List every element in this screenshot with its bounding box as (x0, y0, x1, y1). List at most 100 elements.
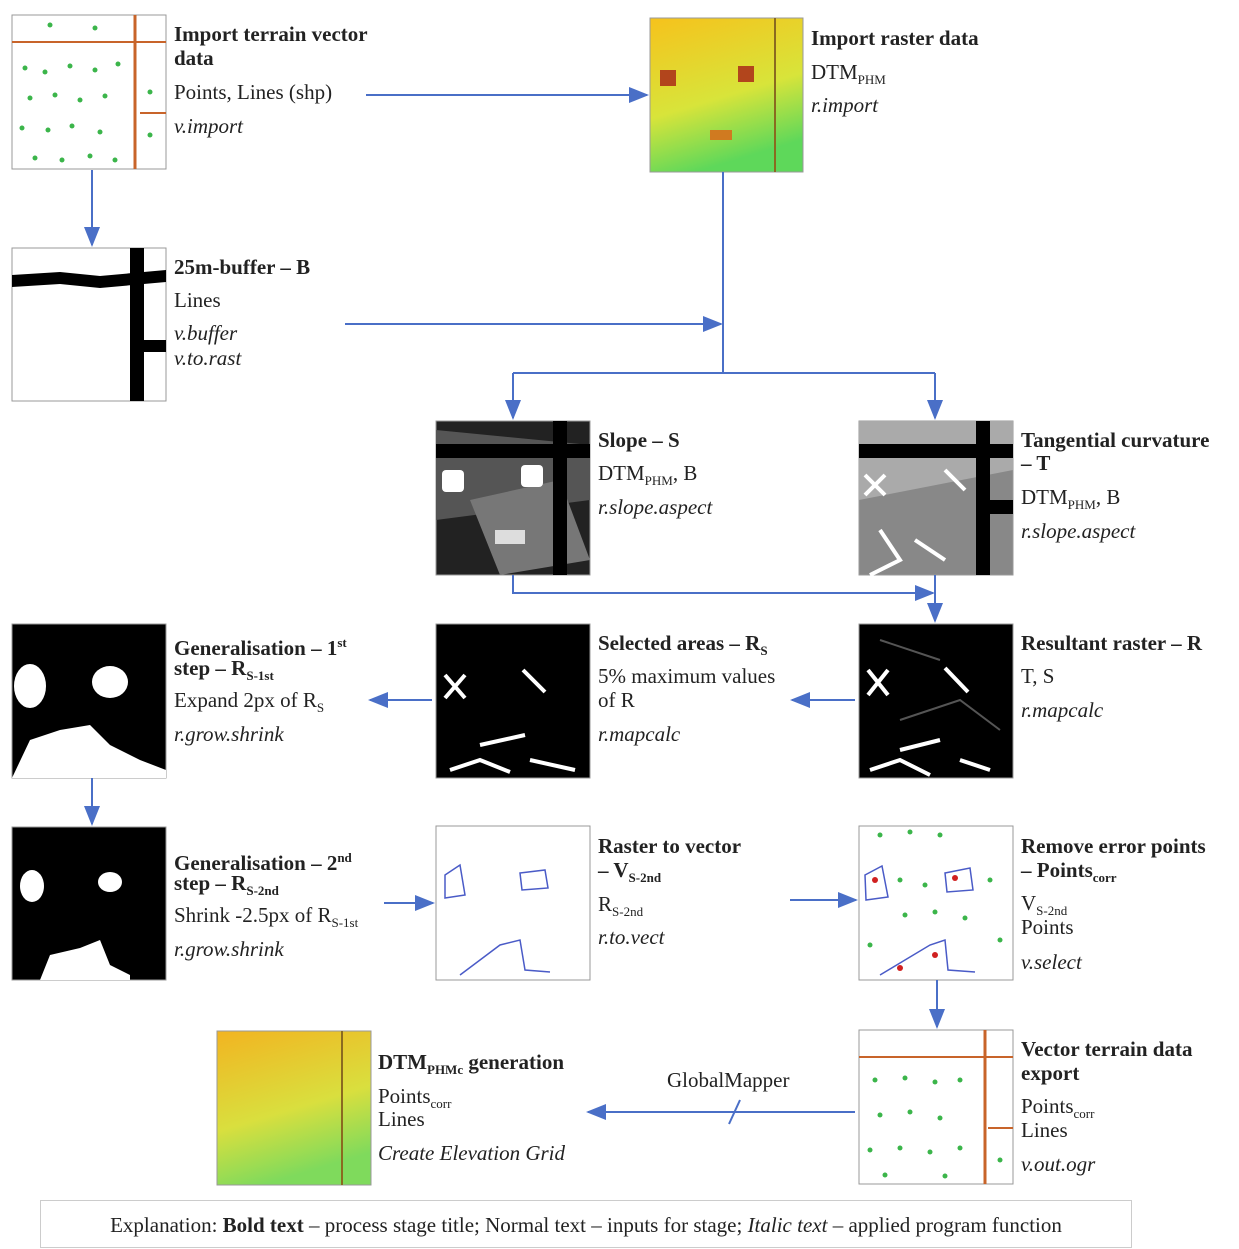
node-line: – T (1021, 451, 1050, 475)
node-text: Points (378, 1084, 431, 1108)
node-text: – T (1021, 451, 1051, 475)
node-line: Pointscorr (378, 1084, 451, 1116)
node-text: export (1021, 1061, 1080, 1085)
node-text: 5% maximum values (598, 664, 776, 688)
node-line: v.out.ogr (1021, 1152, 1095, 1176)
node-text: R (598, 892, 613, 916)
node-text: v.select (1021, 950, 1082, 974)
node-line: T, S (1021, 664, 1054, 688)
explanation-text: Bold text (222, 1213, 304, 1237)
node-line: Generalisation – 2nd (174, 846, 352, 875)
node-line: Lines (1021, 1118, 1068, 1142)
explanation-text: – process stage title; Normal text – inp… (303, 1213, 748, 1237)
node-text: Lines (378, 1107, 425, 1131)
node-line: Lines (174, 288, 221, 312)
node-text: , B (1095, 485, 1121, 509)
node-line: Remove error points (1021, 834, 1206, 858)
node-text: S-2nd (1036, 903, 1068, 919)
node-line: Pointscorr (1021, 1094, 1094, 1126)
node-text: r.slope.aspect (1021, 519, 1136, 543)
node-line: r.mapcalc (598, 722, 680, 746)
node-text: S-2nd (246, 883, 279, 899)
node-text: Raster to vector (598, 834, 742, 858)
node-text: S-1st (331, 915, 359, 931)
node-text: DTM (811, 60, 858, 84)
node-text: Points, Lines (shp) (174, 80, 333, 104)
node-text: Vector terrain data (1021, 1037, 1193, 1061)
node-line: r.slope.aspect (598, 495, 712, 519)
node-line: DTMPHM, B (598, 461, 697, 493)
node-line: r.to.vect (598, 925, 664, 949)
node-line: v.to.rast (174, 346, 241, 370)
node-line: RS-2nd (598, 892, 643, 924)
node-text: r.grow.shrink (174, 937, 284, 961)
node-text: PHM (1067, 497, 1096, 513)
node-line: r.mapcalc (1021, 698, 1103, 722)
node-text: – Points (1021, 858, 1093, 882)
node-line: r.grow.shrink (174, 937, 284, 961)
node-line: r.grow.shrink (174, 722, 284, 746)
node-line: Import raster data (811, 26, 979, 50)
node-text: DTM (378, 1050, 427, 1074)
node-text: Import raster data (811, 26, 979, 50)
node-text: v.import (174, 114, 244, 138)
node-text: S (316, 700, 325, 716)
node-text: Lines (1021, 1118, 1068, 1142)
node-text: Points (1021, 915, 1074, 939)
node-text: r.slope.aspect (598, 495, 713, 519)
thumbnails (11, 14, 1014, 1186)
node-text: v.to.rast (174, 346, 242, 370)
node-text: S-2nd (628, 870, 662, 886)
arrows (84, 87, 945, 1125)
node-text: v.buffer (174, 321, 238, 345)
node-text: S-2nd (612, 904, 644, 920)
node-line: 5% maximum values (598, 664, 775, 688)
node-line: DTMPHMc generation (378, 1050, 564, 1082)
node-line: Slope – S (598, 428, 680, 452)
node-text: Lines (174, 288, 221, 312)
node-text: V (1021, 891, 1037, 915)
node-text: Remove error points (1021, 834, 1206, 858)
node-line: Selected areas – RS (598, 631, 768, 663)
node-line: – Pointscorr (1021, 858, 1117, 890)
node-line: Resultant raster – R (1021, 631, 1202, 655)
node-line: Generalisation – 1st (174, 631, 347, 660)
node-text: Points (1021, 1094, 1074, 1118)
node-text: Shrink -2.5px of R (174, 903, 332, 927)
node-line: step – RS-2nd (174, 871, 279, 903)
node-line: v.buffer (174, 321, 237, 345)
node-line: r.slope.aspect (1021, 519, 1135, 543)
node-text: st (337, 635, 347, 650)
node-text: r.import (811, 93, 879, 117)
node-text: Selected areas – R (598, 631, 761, 655)
explanation-text: – applied program function (827, 1213, 1062, 1237)
node-text: step – R (174, 871, 247, 895)
node-text: Generalisation – 2 (174, 851, 338, 875)
node-line: DTMPHM (811, 60, 886, 92)
node-text: nd (337, 850, 352, 865)
node-text: DTM (1021, 485, 1068, 509)
node-text: S (760, 643, 768, 659)
node-text: step – R (174, 656, 247, 680)
node-text: DTM (598, 461, 645, 485)
node-text: v.out.ogr (1021, 1152, 1096, 1176)
node-text: r.to.vect (598, 925, 665, 949)
node-text: Slope – S (598, 428, 680, 452)
node-text: Resultant raster – R (1021, 631, 1203, 655)
node-text: Generalisation – 1 (174, 636, 338, 660)
node-text: corr (430, 1096, 452, 1112)
explanation: Explanation: Bold text – process stage t… (40, 1200, 1132, 1248)
node-text: PHM (644, 473, 673, 489)
node-text: PHMc (427, 1062, 464, 1078)
node-line: data (174, 46, 214, 70)
node-line: DTMPHM, B (1021, 485, 1120, 517)
node-text: data (174, 46, 214, 70)
node-text: r.grow.shrink (174, 722, 284, 746)
node-text: r.mapcalc (1021, 698, 1104, 722)
node-line: 25m-buffer – B (174, 255, 310, 279)
node-line: – VS-2nd (598, 858, 661, 890)
node-line: Lines (378, 1107, 425, 1131)
explanation-text: Italic text (747, 1213, 828, 1237)
